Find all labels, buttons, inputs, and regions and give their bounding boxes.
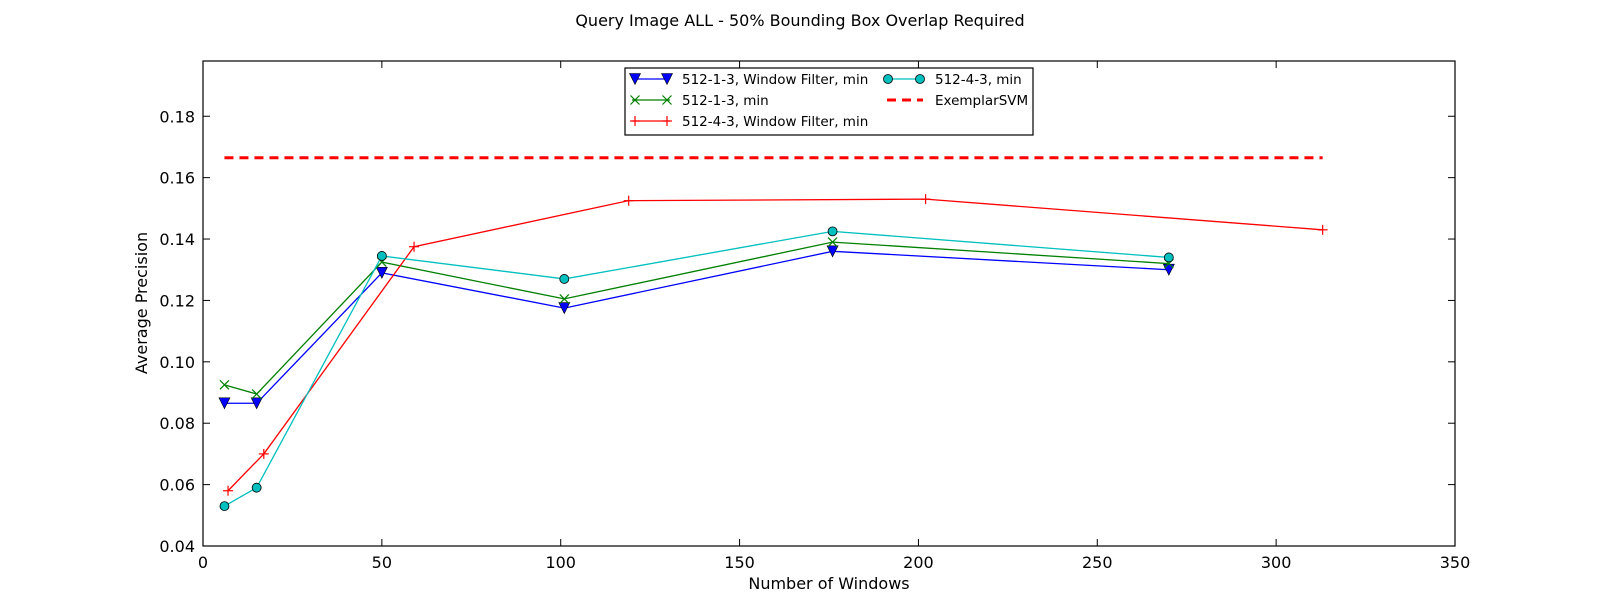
x-tick-label: 200 bbox=[903, 553, 934, 572]
y-tick-label: 0.04 bbox=[159, 537, 195, 556]
legend-item: 512-4-3, min bbox=[883, 72, 1022, 88]
data-point bbox=[1163, 252, 1174, 263]
chart-title: Query Image ALL - 50% Bounding Box Overl… bbox=[575, 11, 1024, 30]
data-point bbox=[223, 485, 234, 496]
legend-marker bbox=[915, 74, 925, 84]
data-point bbox=[1317, 224, 1328, 235]
data-point bbox=[826, 245, 839, 258]
legend-label: 512-1-3, Window Filter, min bbox=[682, 72, 868, 88]
x-axis-title: Number of Windows bbox=[748, 574, 909, 593]
legend-item: ExemplarSVM bbox=[887, 93, 1028, 109]
legend-label: 512-1-3, min bbox=[682, 93, 769, 109]
y-tick-label: 0.18 bbox=[159, 107, 195, 126]
data-point bbox=[409, 241, 420, 252]
x-tick-label: 50 bbox=[372, 553, 392, 572]
y-tick-label: 0.16 bbox=[159, 169, 195, 188]
data-point bbox=[258, 448, 269, 459]
y-tick-label: 0.12 bbox=[159, 291, 195, 310]
legend: 512-1-3, Window Filter, min 512-1-3, min 5… bbox=[624, 67, 1034, 136]
y-tick-label: 0.14 bbox=[159, 230, 195, 249]
plot-area bbox=[202, 60, 1456, 547]
legend-marker bbox=[629, 73, 641, 86]
x-tick-label: 0 bbox=[198, 553, 208, 572]
x-tick-label: 100 bbox=[545, 553, 576, 572]
data-point bbox=[827, 226, 838, 237]
y-axis-title: Average Precision bbox=[132, 232, 151, 374]
legend-item: 512-4-3, Window Filter, min bbox=[630, 114, 868, 130]
data-point bbox=[559, 293, 570, 304]
data-point bbox=[218, 397, 231, 410]
data-point bbox=[827, 237, 838, 248]
legend-marker bbox=[662, 116, 672, 126]
data-point bbox=[219, 379, 230, 390]
x-tick-label: 300 bbox=[1261, 553, 1292, 572]
legend-label: 512-4-3, min bbox=[935, 72, 1022, 88]
data-point bbox=[376, 251, 387, 261]
data-point bbox=[559, 274, 570, 284]
data-point bbox=[375, 267, 388, 279]
data-point bbox=[920, 194, 931, 205]
y-tick-label: 0.10 bbox=[159, 353, 195, 372]
y-tick-label: 0.06 bbox=[159, 476, 195, 495]
legend-item: 512-1-3, Window Filter, min bbox=[629, 72, 868, 88]
legend-marker bbox=[630, 95, 640, 105]
legend-label: 512-4-3, Window Filter, min bbox=[682, 114, 868, 130]
legend-label: ExemplarSVM bbox=[935, 93, 1028, 109]
x-tick-label: 150 bbox=[724, 553, 755, 572]
data-point bbox=[623, 195, 634, 206]
series-3 bbox=[219, 226, 1174, 511]
series-line bbox=[224, 230, 1169, 507]
x-tick-label: 250 bbox=[1082, 553, 1113, 572]
x-axis: 0 50 100 150 200 250 300 350 bbox=[198, 61, 1470, 572]
legend-marker bbox=[662, 95, 672, 105]
series-line bbox=[224, 241, 1169, 395]
y-tick-label: 0.08 bbox=[159, 414, 195, 433]
series-line bbox=[224, 250, 1169, 404]
legend-marker bbox=[661, 73, 673, 86]
data-point bbox=[558, 302, 571, 315]
legend-box bbox=[624, 67, 1034, 136]
legend-marker bbox=[630, 116, 640, 126]
series-2 bbox=[223, 194, 1328, 496]
data-point bbox=[250, 397, 263, 410]
series-line bbox=[227, 198, 1323, 492]
x-tick-label: 350 bbox=[1440, 553, 1471, 572]
y-axis: 0.04 0.06 0.08 0.10 0.12 0.14 0.16 0.18 bbox=[159, 107, 1455, 556]
legend-marker bbox=[883, 74, 893, 84]
legend-item: 512-1-3, min bbox=[630, 93, 769, 109]
data-point bbox=[251, 482, 262, 493]
data-point bbox=[251, 389, 262, 399]
series-layer bbox=[218, 156, 1328, 511]
data-point bbox=[219, 501, 230, 511]
